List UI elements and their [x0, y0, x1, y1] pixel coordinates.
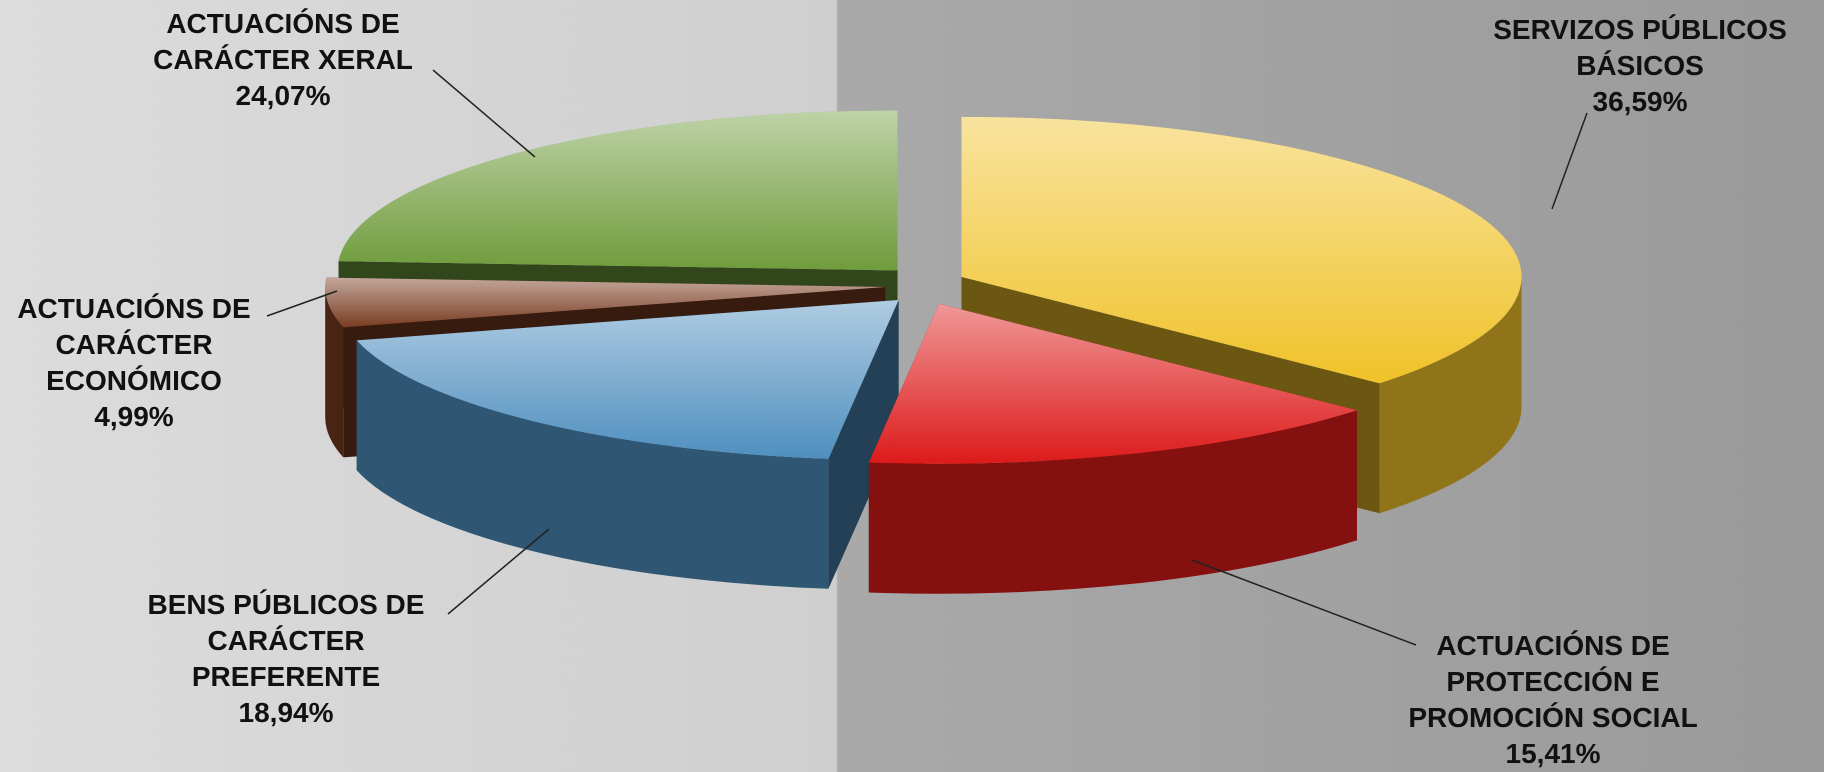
value-label: 24,07% — [235, 80, 331, 111]
slice-shine — [356, 300, 899, 459]
value-label: 36,59% — [1592, 86, 1688, 117]
slice-side — [868, 410, 1357, 594]
leader-line — [447, 528, 550, 615]
value-label: 15,41% — [1505, 738, 1601, 769]
slice-group — [356, 300, 899, 589]
slice-shine — [961, 116, 1522, 384]
category-name: SERVIZOS PÚBLICOS BÁSICOS — [1493, 14, 1787, 81]
slice-label: SERVIZOS PÚBLICOS BÁSICOS 36,59% — [1455, 12, 1824, 120]
slice-shine — [325, 277, 886, 328]
slice-label: ACTUACIÓNS DE CARÁCTER XERAL 24,07% — [128, 6, 438, 114]
leader-line — [432, 69, 536, 158]
slice-label: BENS PÚBLICOS DE CARÁCTER PREFERENTE 18,9… — [121, 587, 451, 731]
leader-line — [266, 290, 338, 317]
slice-side — [356, 340, 829, 589]
leader-line — [1191, 559, 1417, 646]
value-label: 18,94% — [238, 697, 334, 728]
category-name: ACTUACIÓNS DE CARÁCTER ECONÓMICO — [17, 293, 251, 396]
category-name: ACTUACIÓNS DE CARÁCTER XERAL — [153, 8, 413, 75]
slice-label: ACTUACIÓNS DE CARÁCTER ECONÓMICO 4,99% — [0, 291, 274, 435]
leader-line — [1551, 112, 1588, 210]
value-label: 4,99% — [94, 401, 174, 432]
slice-side — [1379, 276, 1522, 514]
category-name: BENS PÚBLICOS DE CARÁCTER PREFERENTE — [147, 589, 425, 692]
slice-label: ACTUACIÓNS DE PROTECCIÓN E PROMOCIÓN SOC… — [1378, 628, 1728, 772]
slice-group — [868, 303, 1357, 594]
slice-side — [325, 286, 344, 458]
category-name: ACTUACIÓNS DE PROTECCIÓN E PROMOCIÓN SOC… — [1408, 630, 1698, 733]
slice-shine — [338, 110, 898, 271]
slice-shine — [868, 303, 1357, 464]
